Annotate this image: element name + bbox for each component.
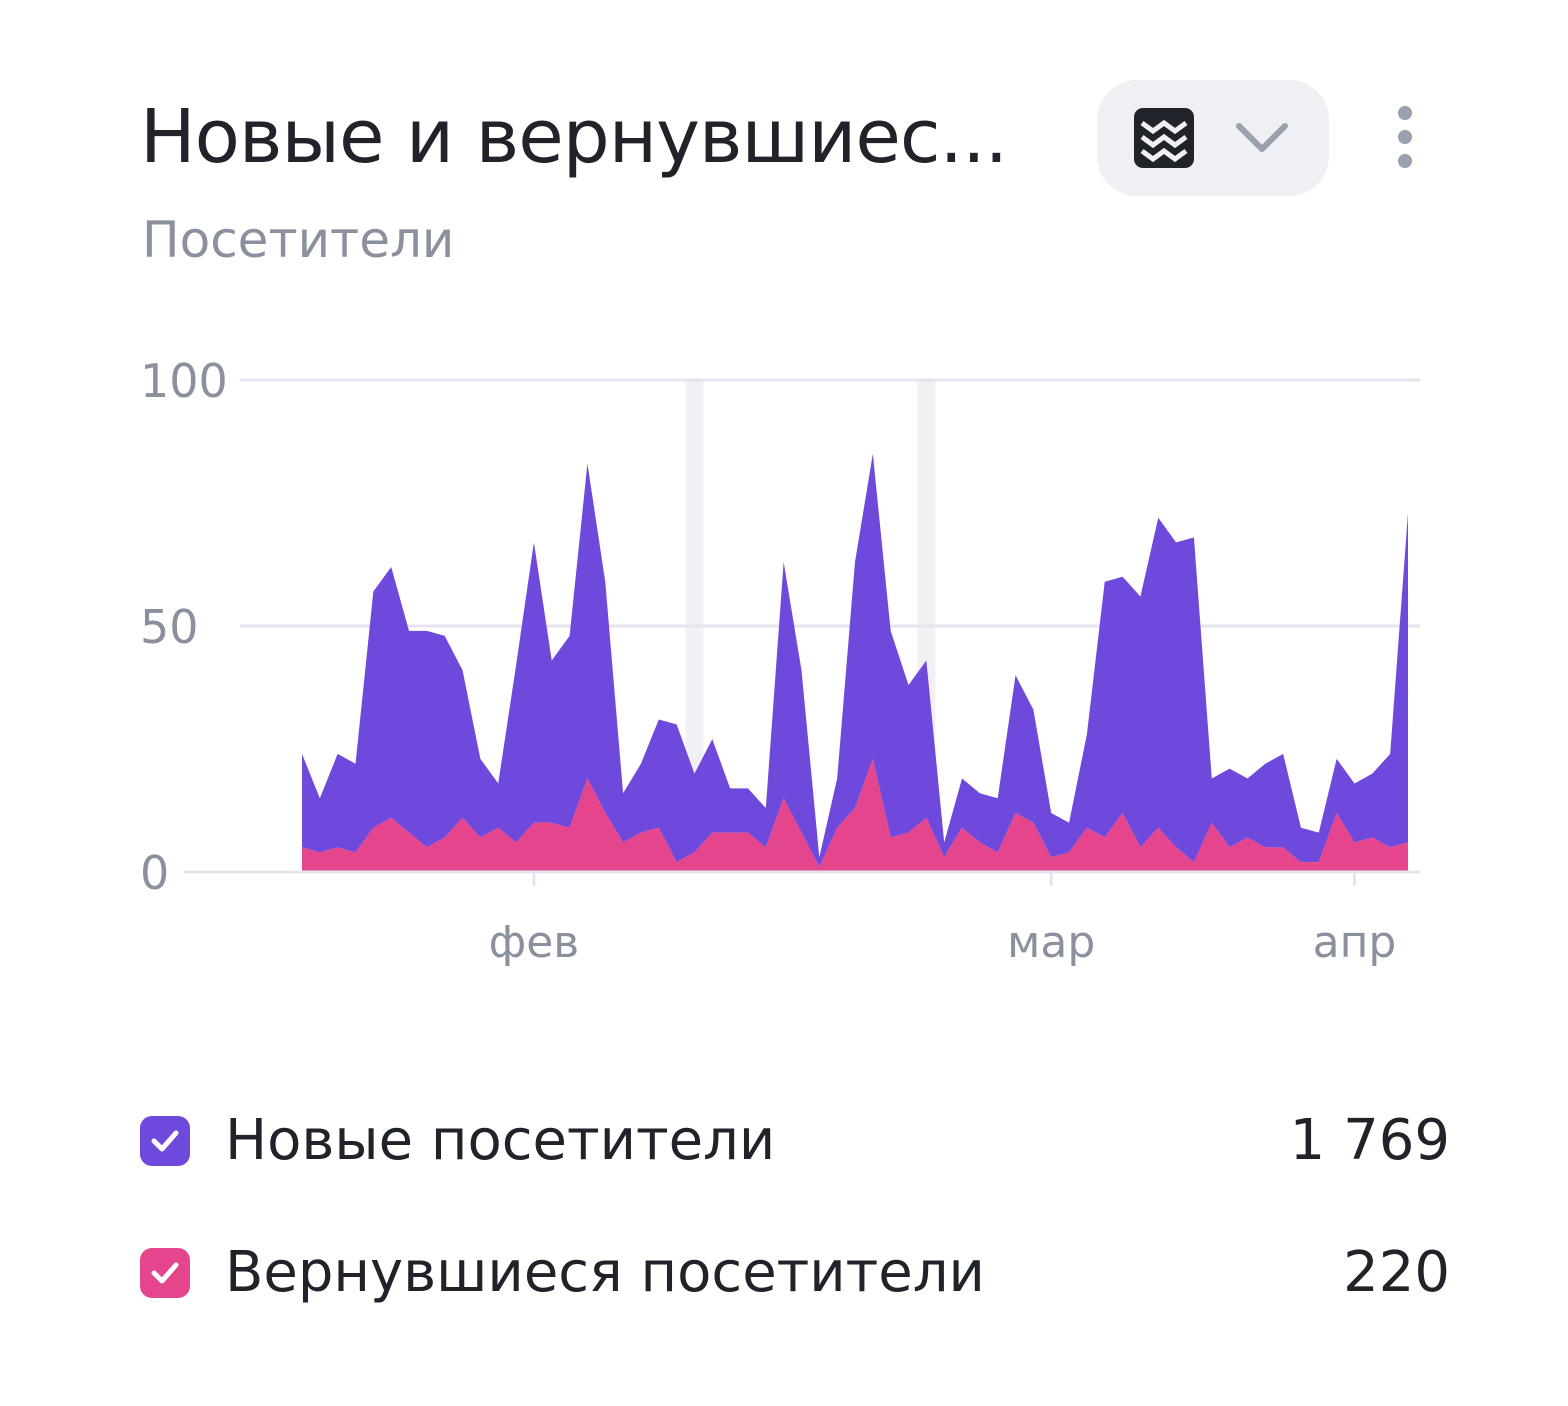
x-tick-label: фев: [489, 917, 580, 968]
series-area-returning-visitors: [302, 758, 1408, 872]
widget-subtitle: Посетители: [142, 211, 455, 269]
legend-item-returning-visitors[interactable]: Вернувшиеся посетители 220: [140, 1238, 1450, 1308]
series-area-new-visitors: [302, 453, 1408, 868]
checkbox-returning-visitors[interactable]: [140, 1248, 190, 1298]
check-icon: [151, 1262, 179, 1284]
y-tick-label: 0: [140, 846, 169, 900]
y-tick-label: 100: [140, 354, 228, 408]
widget-title[interactable]: Новые и вернувшиес...: [140, 94, 1008, 180]
legend-label: Новые посетители: [225, 1108, 776, 1173]
legend-item-new-visitors[interactable]: Новые посетители 1 769: [140, 1106, 1450, 1176]
x-tick-label: апр: [1313, 917, 1397, 968]
stacked-area-icon: [1134, 108, 1194, 168]
checkbox-new-visitors[interactable]: [140, 1116, 190, 1166]
x-tick-label: мар: [1007, 917, 1095, 968]
legend-label: Вернувшиеся посетители: [225, 1240, 985, 1305]
legend-value: 220: [1343, 1240, 1450, 1305]
visitors-area-chart: 100 50 0 фев мар апр: [140, 354, 1420, 968]
chart-type-dropdown[interactable]: [1097, 80, 1329, 196]
chevron-down-icon: [1236, 123, 1288, 152]
check-icon: [151, 1130, 179, 1152]
y-tick-label: 50: [140, 600, 199, 654]
legend-value: 1 769: [1289, 1108, 1450, 1173]
more-vertical-icon[interactable]: [1380, 100, 1430, 180]
